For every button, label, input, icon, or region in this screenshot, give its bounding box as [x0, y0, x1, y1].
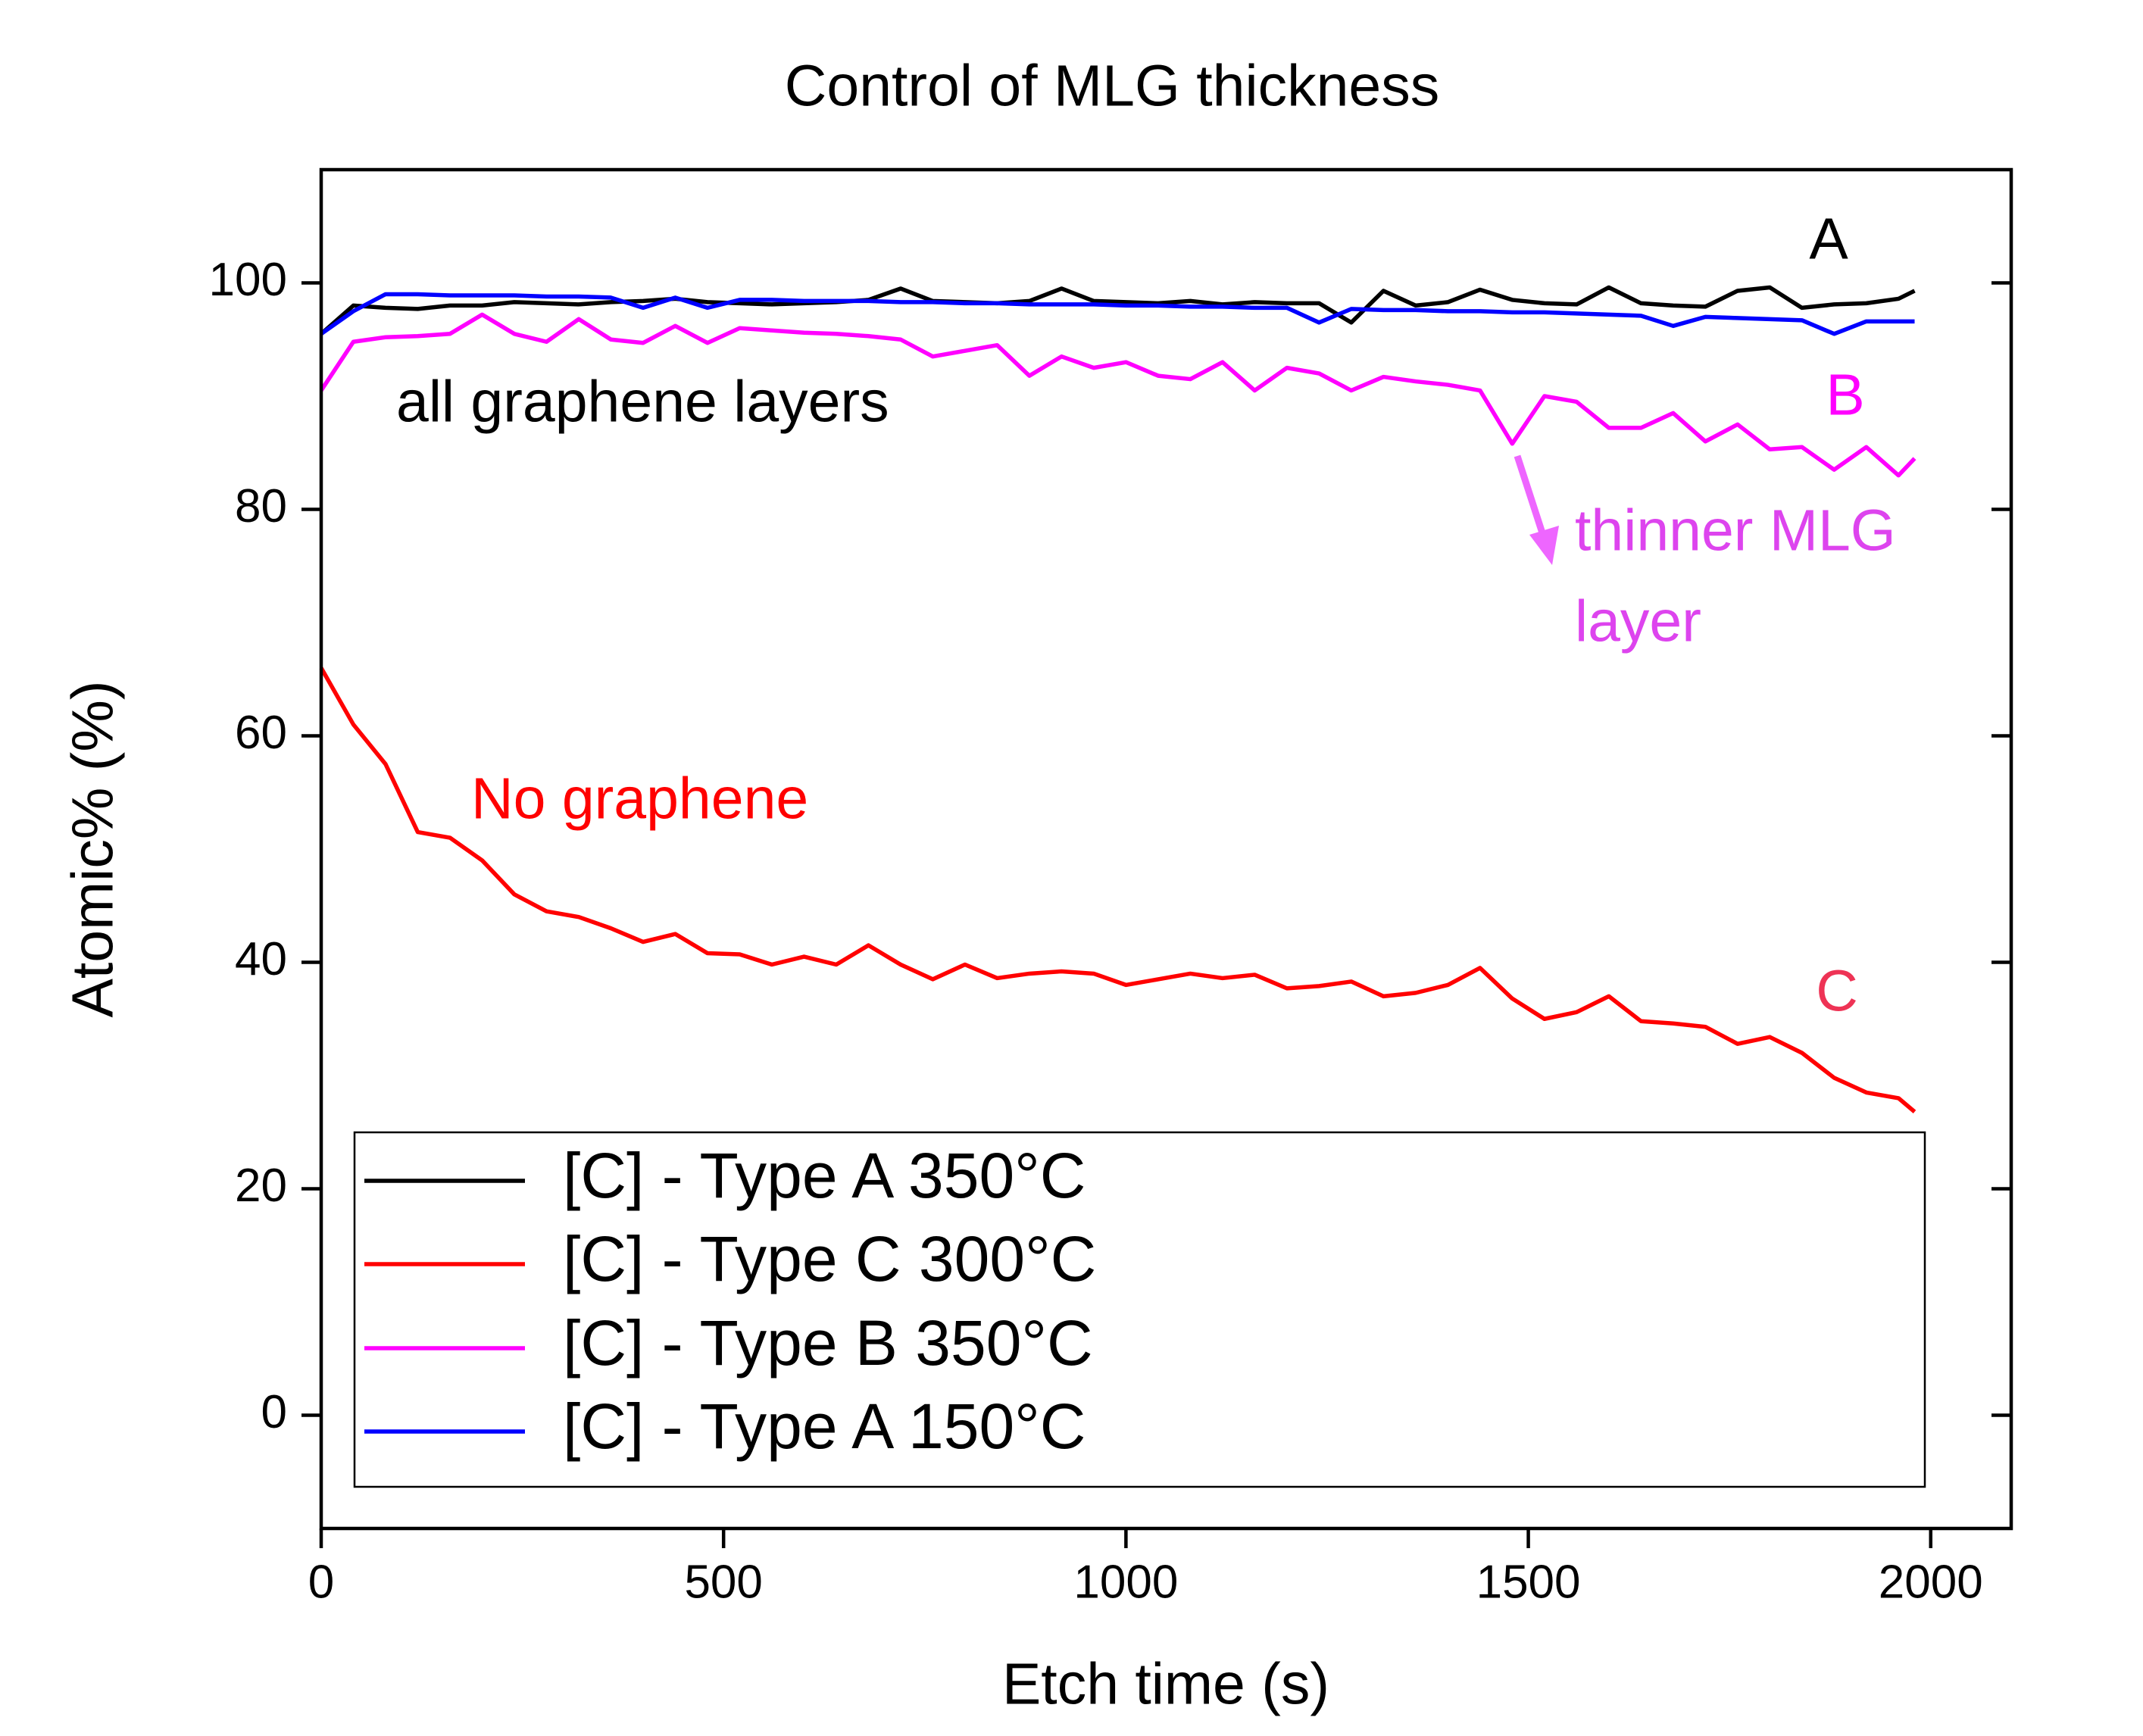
arrow-shaft: [1514, 454, 1549, 544]
y-tick-label: 80: [235, 480, 287, 532]
annotation: No graphene: [471, 766, 808, 831]
data-line: [320, 292, 1915, 336]
legend-label: [C] - Type A 350°C: [563, 1140, 1086, 1211]
y-axis-label: Atomic% (%): [60, 681, 125, 1018]
annotation: layer: [1575, 589, 1701, 654]
x-tick-label: 1000: [1073, 1556, 1178, 1608]
annotation: thinner MLG: [1575, 498, 1896, 563]
y-tick-label: 100: [209, 254, 287, 306]
x-tick-label: 0: [308, 1556, 334, 1608]
legend-box: [353, 1131, 1926, 1488]
legend-label: [C] - Type C 300°C: [563, 1223, 1096, 1294]
x-tick-label: 500: [684, 1556, 762, 1608]
x-axis-label: Etch time (s): [1002, 1651, 1329, 1716]
annotation: all graphene layers: [396, 369, 889, 434]
chart-title: Control of MLG thickness: [785, 53, 1439, 118]
annotation: A: [1809, 206, 1848, 271]
y-tick-label: 60: [235, 707, 287, 759]
plot-frame: [319, 167, 2013, 1531]
x-tick-label: 1500: [1476, 1556, 1581, 1608]
annotation: B: [1826, 362, 1864, 427]
data-line: [320, 285, 1916, 336]
x-tick-label: 2000: [1879, 1556, 1983, 1608]
y-tick-label: 40: [235, 933, 287, 985]
data-line: [319, 667, 1917, 1113]
y-tick-label: 20: [235, 1160, 287, 1212]
legend-label: [C] - Type A 150°C: [563, 1391, 1086, 1462]
data-line: [319, 312, 1917, 478]
legend-label: [C] - Type B 350°C: [563, 1307, 1093, 1378]
annotation: C: [1816, 958, 1858, 1023]
y-tick-label: 0: [261, 1386, 287, 1438]
arrow-head: [1529, 526, 1559, 565]
